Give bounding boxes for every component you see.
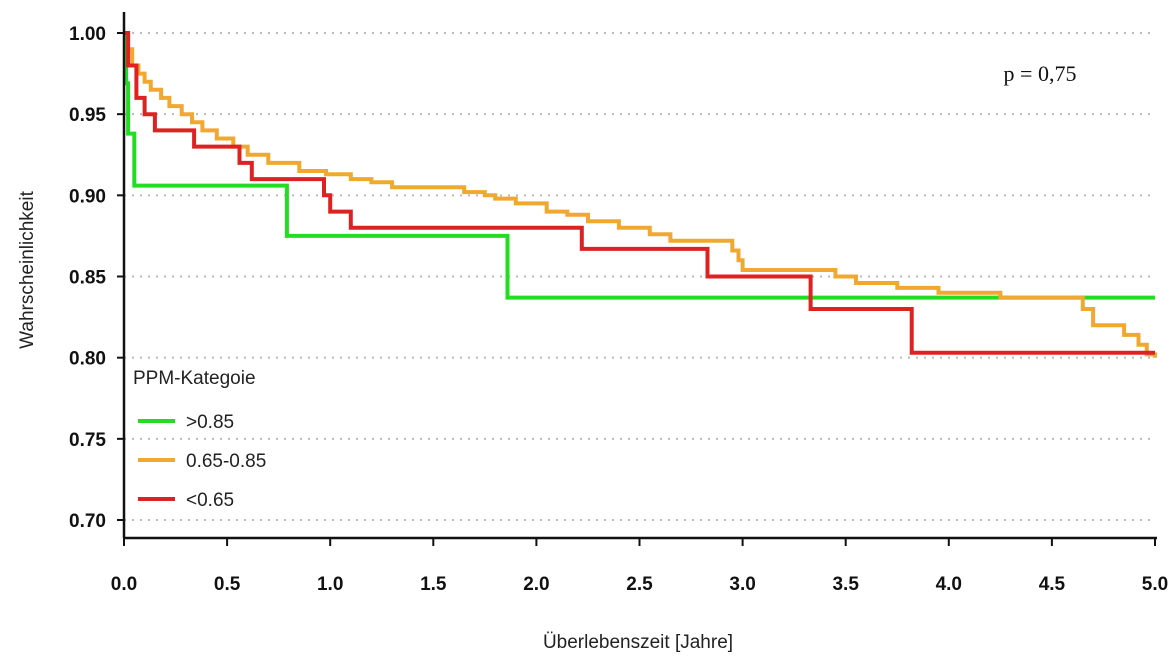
- x-tick-label: 3.5: [832, 574, 859, 595]
- y-tick-label: 0.85: [69, 268, 106, 289]
- series-line-0: [124, 31, 1155, 300]
- x-tick-label: 0.5: [214, 574, 241, 595]
- x-tick-label: 2.0: [523, 574, 549, 595]
- series-layer: [124, 31, 1157, 358]
- y-tick-label: 0.75: [69, 430, 106, 451]
- legend: PPM-Kategoie >0.85 0.65-0.85 <0.65: [133, 368, 266, 511]
- x-tick-label: 2.5: [626, 574, 653, 595]
- ticks-layer: 0.70 0.75 0.80 0.85 0.90 0.95 1.00 0.0 0.5 1.0 1.5…: [69, 24, 1168, 595]
- x-tick-label: 0.0: [111, 574, 137, 595]
- series-line-2: [124, 31, 1155, 355]
- legend-label-2: <0.65: [186, 490, 234, 511]
- axes-layer: [122, 12, 1157, 540]
- legend-items: >0.85 0.65-0.85 <0.65: [138, 412, 266, 511]
- grid-layer: [124, 32, 1155, 521]
- x-tick-label: 3.0: [729, 574, 755, 595]
- y-tick-label: 0.90: [69, 186, 106, 207]
- x-tick-label: 4.5: [1039, 574, 1066, 595]
- y-tick-label: 1.00: [69, 24, 106, 45]
- y-axis-title: Wahrscheinlichkeit: [17, 190, 38, 348]
- p-value-annotation: p = 0,75: [1004, 61, 1077, 86]
- y-tick-label: 0.80: [69, 349, 106, 370]
- series-line-1: [124, 31, 1157, 358]
- x-tick-label: 1.0: [317, 574, 343, 595]
- y-tick-label: 0.95: [69, 105, 106, 126]
- legend-label-0: >0.85: [186, 412, 234, 433]
- x-tick-label: 5.0: [1142, 574, 1168, 595]
- legend-label-1: 0.65-0.85: [186, 451, 266, 472]
- x-tick-label: 4.0: [936, 574, 962, 595]
- y-tick-label: 0.70: [69, 511, 106, 532]
- legend-title: PPM-Kategoie: [133, 368, 256, 389]
- x-tick-label: 1.5: [420, 574, 447, 595]
- x-axis-title: Überlebenszeit [Jahre]: [543, 632, 733, 653]
